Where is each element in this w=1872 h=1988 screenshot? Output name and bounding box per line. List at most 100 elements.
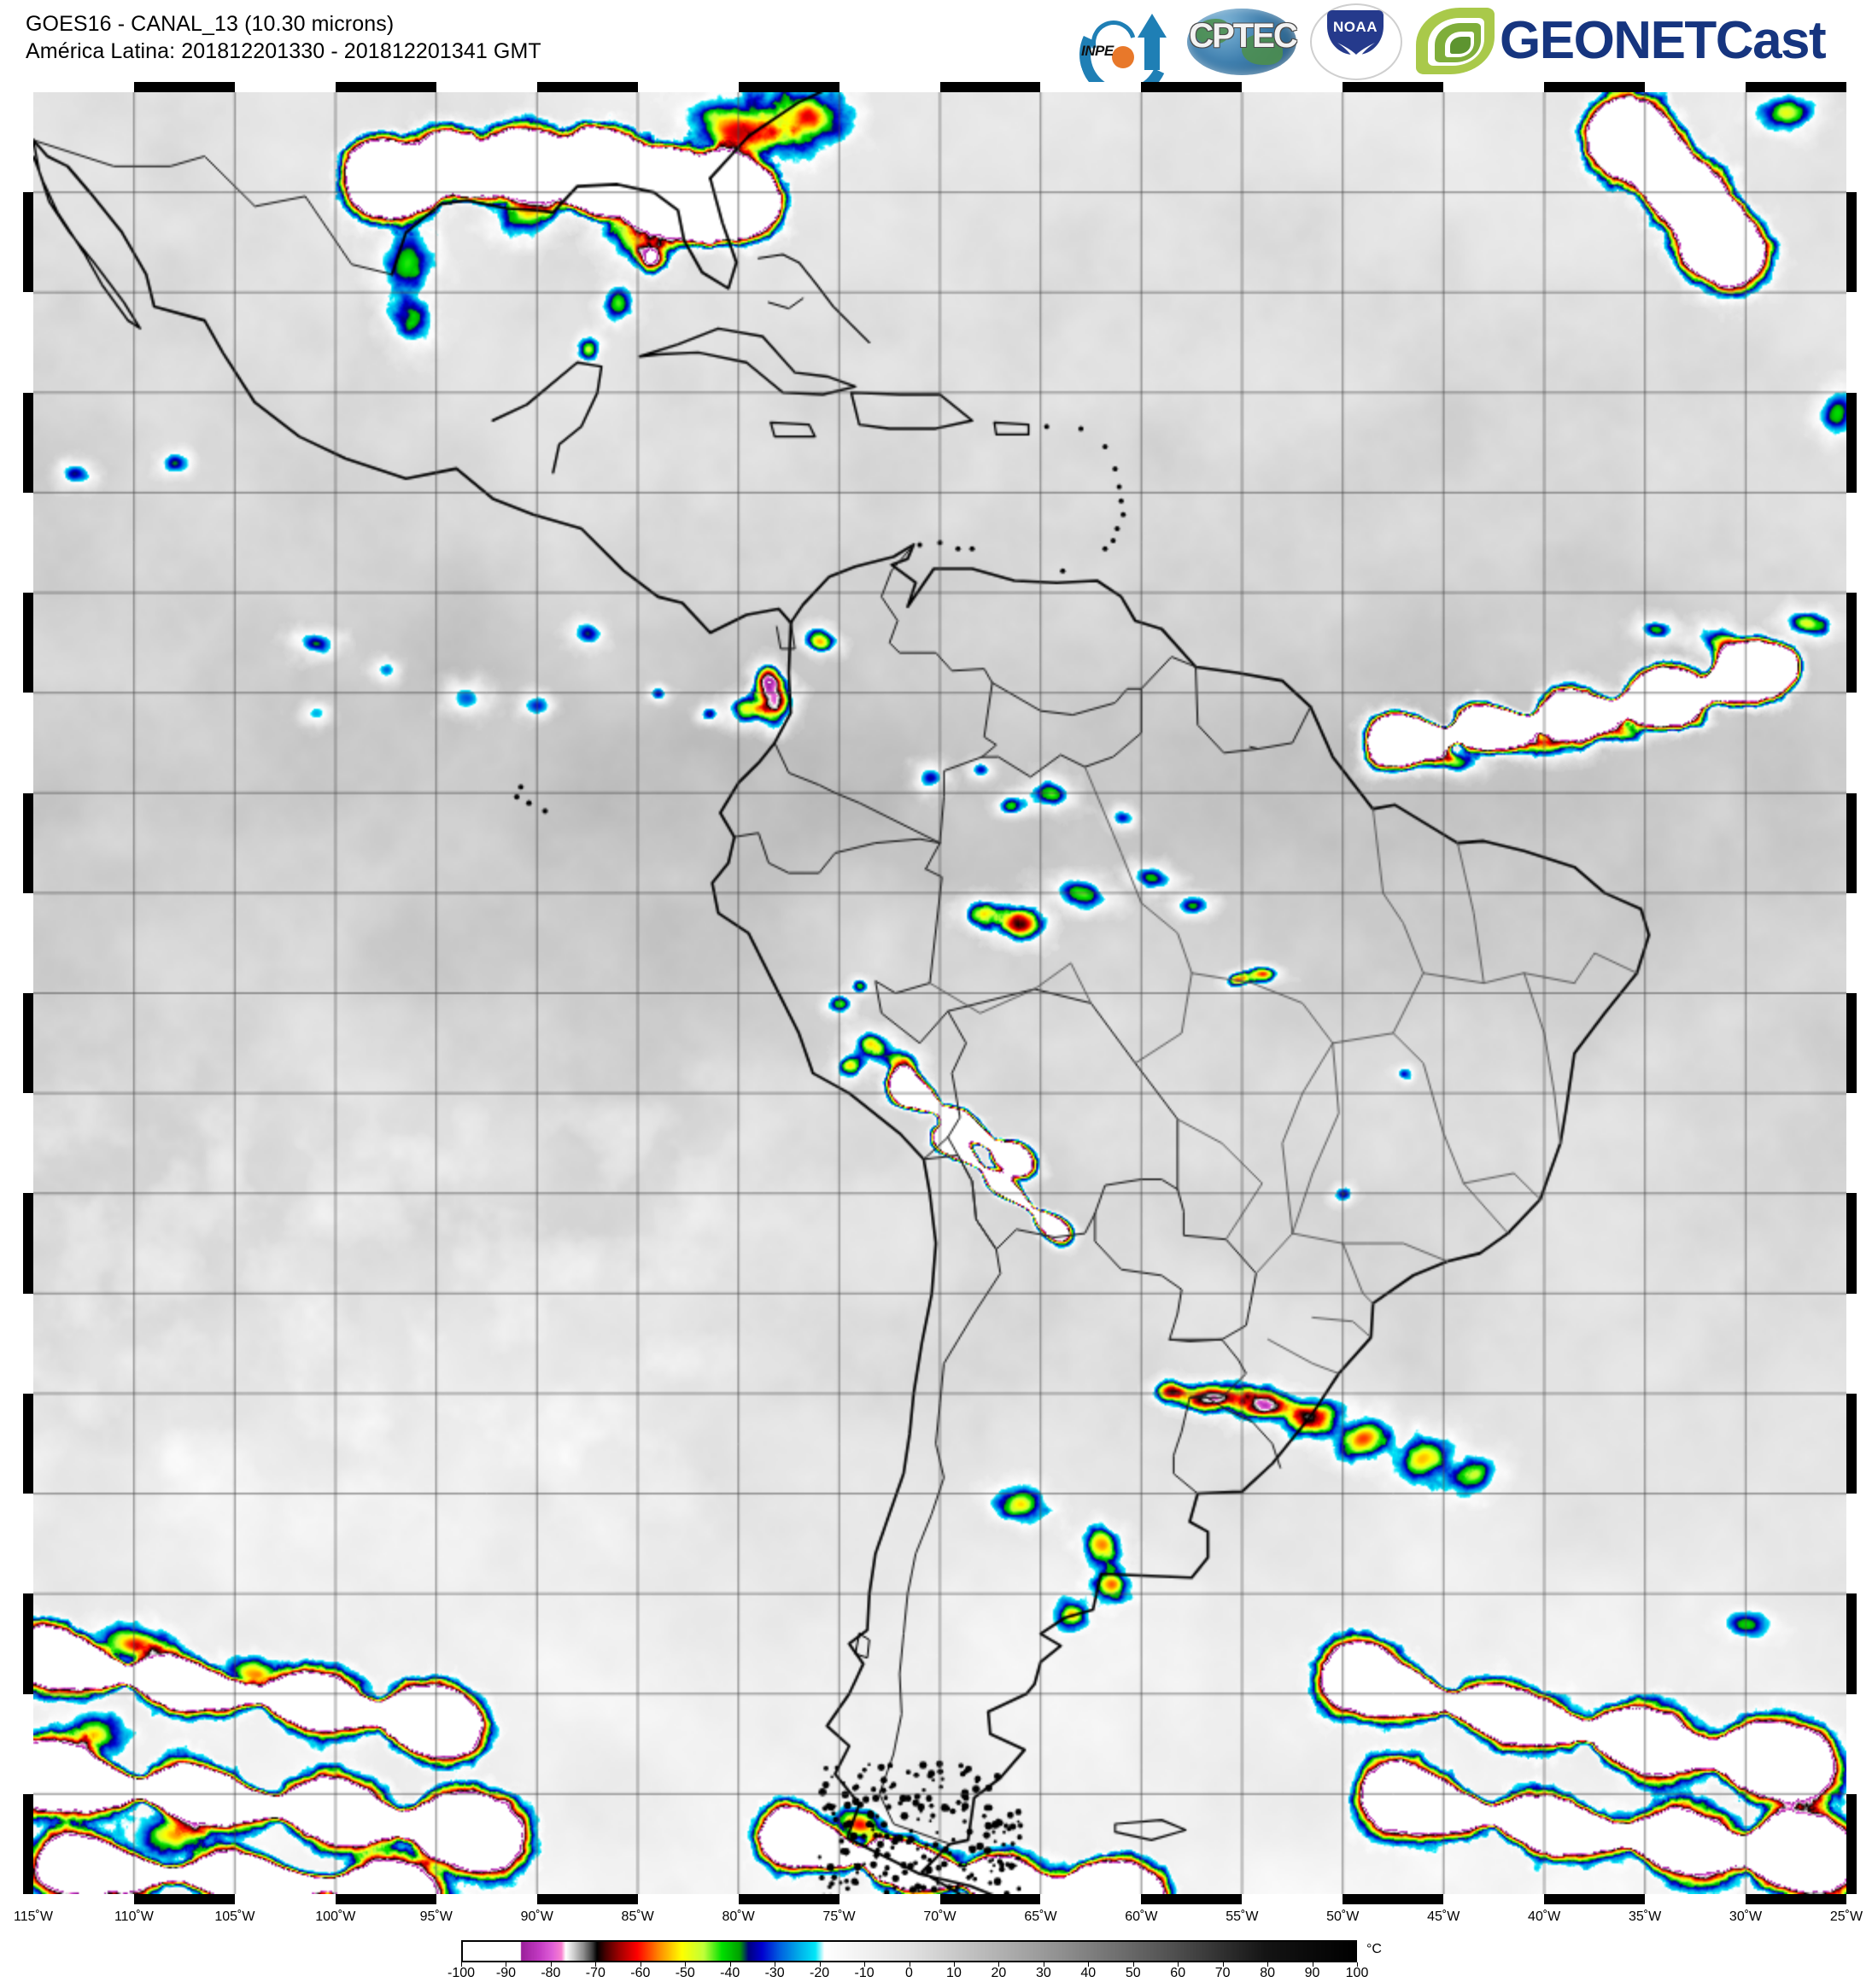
lon-tick-label: 45˚W (1427, 1909, 1460, 1924)
lon-tick-label: 55˚W (1226, 1909, 1259, 1924)
frame-tick-left (23, 593, 33, 693)
lon-tick-label: 30˚W (1729, 1909, 1763, 1924)
lon-tick-label: 65˚W (1024, 1909, 1057, 1924)
frame-tick-top (939, 82, 1041, 92)
frame-tick-bottom (335, 1894, 436, 1904)
colorbar-tick-label: -20 (810, 1966, 830, 1980)
frame-tick-bottom (133, 1894, 235, 1904)
lon-tick-label: 35˚W (1628, 1909, 1662, 1924)
colorbar-tick-label: 50 (1125, 1966, 1141, 1980)
colorbar-tick-label: 40 (1080, 1966, 1097, 1980)
cptec-logo-text: CPTEC (1189, 17, 1298, 55)
frame-tick-left (23, 1193, 33, 1294)
colorbar-tick-mark (461, 1962, 462, 1967)
inpe-arrow-icon (1138, 14, 1167, 38)
frame-tick-right (1846, 1193, 1857, 1294)
colorbar-tick-mark (1088, 1962, 1090, 1967)
frame-tick-right (1846, 1593, 1857, 1694)
inpe-arrow-stem-icon (1144, 36, 1160, 70)
frame-tick-left (23, 392, 33, 493)
frame-tick-top (738, 82, 839, 92)
frame-tick-bottom (1141, 1894, 1243, 1904)
colorbar-tick-label: -90 (495, 1966, 516, 1980)
frame-tick-right (1846, 392, 1857, 493)
lon-tick-label: 70˚W (923, 1909, 956, 1924)
frame-tick-bottom (939, 1894, 1041, 1904)
colorbar-tick-label: 80 (1260, 1966, 1275, 1980)
lon-tick-label: 85˚W (621, 1909, 654, 1924)
lon-tick-label: 40˚W (1528, 1909, 1561, 1924)
lon-tick-label: 75˚W (822, 1909, 856, 1924)
colorbar-tick-label: -70 (585, 1966, 605, 1980)
colorbar-tick-label: -30 (764, 1966, 785, 1980)
colorbar-tick-mark (685, 1962, 687, 1967)
frame-tick-bottom (1544, 1894, 1646, 1904)
frame-tick-right (1846, 1793, 1857, 1894)
lon-tick-label: 110˚W (114, 1909, 154, 1924)
noaa-bird-icon (1337, 43, 1375, 63)
noaa-shield-icon (1327, 10, 1384, 55)
inpe-logo-text: INPE (1081, 43, 1114, 59)
lon-tick-label: 60˚W (1125, 1909, 1158, 1924)
lon-tick-label: 115˚W (14, 1909, 53, 1924)
frame-tick-left (23, 1393, 33, 1494)
lon-tick-label: 90˚W (520, 1909, 553, 1924)
title-block: GOES16 - CANAL_13 (10.30 microns) Améric… (26, 10, 541, 65)
colorbar-tick-label: 60 (1170, 1966, 1186, 1980)
colorbar-tick-mark (550, 1962, 552, 1967)
colorbar-tick-label: 30 (1035, 1966, 1051, 1980)
colorbar-tick-mark (729, 1962, 731, 1967)
frame-tick-bottom (738, 1894, 839, 1904)
frame-tick-right (1846, 993, 1857, 1094)
lon-tick-label: 95˚W (419, 1909, 453, 1924)
lon-tick-label: 100˚W (315, 1909, 356, 1924)
colorbar-tick-mark (819, 1962, 821, 1967)
colorbar-tick-mark (1222, 1962, 1224, 1967)
map-frame (23, 82, 1857, 1904)
frame-tick-top (133, 82, 235, 92)
inpe-logo: INPE (1067, 0, 1181, 112)
frame-tick-bottom (1343, 1894, 1444, 1904)
colorbar-unit-label: °C (1366, 1942, 1382, 1956)
lon-tick-label: 50˚W (1326, 1909, 1360, 1924)
noaa-logo: NOAA (1308, 2, 1404, 80)
frame-tick-right (1846, 593, 1857, 693)
geonetcast-leaf-icon (1411, 4, 1500, 78)
colorbar-tick-mark (1132, 1962, 1134, 1967)
frame-tick-top (1343, 82, 1444, 92)
colorbar-gradient (463, 1942, 1355, 1961)
frame-tick-top (1746, 82, 1846, 92)
colorbar-tick-label: 70 (1214, 1966, 1231, 1980)
inpe-dot-icon (1112, 46, 1134, 68)
colorbar-tick-label: 20 (991, 1966, 1007, 1980)
colorbar (461, 1940, 1357, 1962)
colorbar-tick-label: 100 (1345, 1966, 1369, 1980)
frame-tick-left (23, 192, 33, 293)
lon-tick-label: 25˚W (1829, 1909, 1863, 1924)
colorbar-tick-label: -80 (541, 1966, 561, 1980)
colorbar-tick-mark (1357, 1962, 1358, 1967)
satellite-image-plot[interactable] (33, 92, 1846, 1894)
satellite-ir-canvas (33, 92, 1846, 1894)
frame-tick-left (23, 792, 33, 893)
frame-tick-left (23, 1793, 33, 1894)
lon-tick-label: 80˚W (722, 1909, 755, 1924)
frame-tick-right (1846, 792, 1857, 893)
colorbar-tick-mark (595, 1962, 597, 1967)
frame-tick-top (1141, 82, 1243, 92)
colorbar-tick-mark (1178, 1962, 1179, 1967)
colorbar-tick-label: -50 (675, 1966, 695, 1980)
colorbar-tick-label: -10 (854, 1966, 875, 1980)
cptec-globe-icon (1187, 9, 1296, 75)
frame-tick-right (1846, 192, 1857, 293)
title-line-region-time: América Latina: 201812201330 - 201812201… (26, 39, 541, 63)
colorbar-tick-mark (998, 1962, 1000, 1967)
header-bar: GOES16 - CANAL_13 (10.30 microns) Améric… (0, 0, 1872, 112)
cptec-logo: CPTEC (1184, 2, 1302, 80)
frame-tick-left (23, 1593, 33, 1694)
frame-tick-bottom (1746, 1894, 1846, 1904)
geonetcast-logo: GEONETCast (1411, 2, 1872, 80)
colorbar-tick-label: 10 (946, 1966, 962, 1980)
colorbar-tick-label: -60 (630, 1966, 651, 1980)
frame-tick-right (1846, 1393, 1857, 1494)
